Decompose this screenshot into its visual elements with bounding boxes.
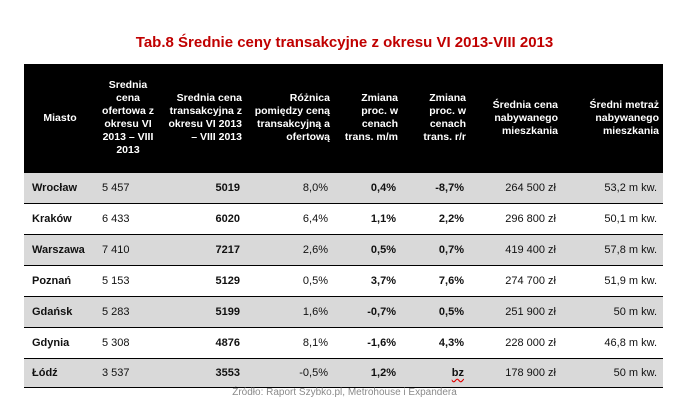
cell-avg-price: 178 900 zł — [470, 358, 562, 388]
header-difference: Różnica pomiędzy ceną transakcyjną a ofe… — [246, 64, 334, 173]
header-change-mm: Zmiana proc. w cenach trans. m/m — [334, 64, 402, 173]
cell-offer: 6 433 — [96, 203, 160, 235]
cell-city: Poznań — [24, 265, 96, 297]
cell-change-rr: 2,2% — [402, 203, 470, 235]
cell-change-mm: -1,6% — [334, 327, 402, 359]
table-row: Wrocław 5 457 5019 8,0% 0,4% -8,7% 264 5… — [24, 172, 663, 204]
cell-change-rr: bz — [402, 358, 470, 388]
cell-change-mm: 0,4% — [334, 172, 402, 204]
cell-change-rr: 4,3% — [402, 327, 470, 359]
cell-avg-area: 53,2 m kw. — [562, 172, 663, 204]
cell-avg-price: 251 900 zł — [470, 296, 562, 328]
header-avg-price: Średnia cena nabywanego mieszkania — [470, 64, 562, 173]
cell-transaction: 5019 — [160, 172, 246, 204]
cell-transaction: 3553 — [160, 358, 246, 388]
cell-difference: 6,4% — [246, 203, 334, 235]
cell-change-mm: 1,2% — [334, 358, 402, 388]
header-city: Miasto — [24, 64, 96, 173]
cell-transaction: 5199 — [160, 296, 246, 328]
cell-city: Wrocław — [24, 172, 96, 204]
header-change-rr: Zmiana proc. w cenach trans. r/r — [402, 64, 470, 173]
cell-offer: 5 283 — [96, 296, 160, 328]
table-row: Gdynia 5 308 4876 8,1% -1,6% 4,3% 228 00… — [24, 327, 663, 359]
cell-difference: -0,5% — [246, 358, 334, 388]
cell-avg-price: 419 400 zł — [470, 234, 562, 266]
table-row: Łódź 3 537 3553 -0,5% 1,2% bz 178 900 zł… — [24, 358, 663, 388]
cell-avg-area: 46,8 m kw. — [562, 327, 663, 359]
cell-avg-area: 51,9 m kw. — [562, 265, 663, 297]
cell-offer: 5 308 — [96, 327, 160, 359]
cell-offer: 7 410 — [96, 234, 160, 266]
header-transaction-price: Srednia cena transakcyjna z okresu VI 20… — [160, 64, 246, 173]
cell-transaction: 4876 — [160, 327, 246, 359]
cell-change-rr: 0,7% — [402, 234, 470, 266]
cell-avg-area: 50 m kw. — [562, 358, 663, 388]
cell-avg-area: 57,8 m kw. — [562, 234, 663, 266]
cell-avg-price: 228 000 zł — [470, 327, 562, 359]
table-row: Gdańsk 5 283 5199 1,6% -0,7% 0,5% 251 90… — [24, 296, 663, 328]
cell-avg-price: 274 700 zł — [470, 265, 562, 297]
spellcheck-text: bz — [451, 367, 464, 379]
header-offer-price: Srednia cena ofertowa z okresu VI 2013 –… — [96, 64, 160, 173]
cell-difference: 2,6% — [246, 234, 334, 266]
cell-city: Łódź — [24, 358, 96, 388]
cell-difference: 0,5% — [246, 265, 334, 297]
cell-difference: 8,1% — [246, 327, 334, 359]
table-row: Warszawa 7 410 7217 2,6% 0,5% 0,7% 419 4… — [24, 234, 663, 266]
cell-city: Warszawa — [24, 234, 96, 266]
source-note: Źródło: Raport Szybko.pl, Metrohouse i E… — [232, 387, 457, 398]
cell-offer: 5 153 — [96, 265, 160, 297]
cell-offer: 3 537 — [96, 358, 160, 388]
cell-avg-area: 50,1 m kw. — [562, 203, 663, 235]
cell-change-rr: 7,6% — [402, 265, 470, 297]
cell-change-mm: 3,7% — [334, 265, 402, 297]
cell-difference: 1,6% — [246, 296, 334, 328]
cell-change-rr: -8,7% — [402, 172, 470, 204]
cell-change-mm: 1,1% — [334, 203, 402, 235]
table-row: Poznań 5 153 5129 0,5% 3,7% 7,6% 274 700… — [24, 265, 663, 297]
cell-difference: 8,0% — [246, 172, 334, 204]
cell-city: Kraków — [24, 203, 96, 235]
cell-change-rr: 0,5% — [402, 296, 470, 328]
price-table: Miasto Srednia cena ofertowa z okresu VI… — [24, 64, 663, 388]
table-title: Tab.8 Średnie ceny transakcyjne z okresu… — [135, 34, 554, 51]
cell-avg-price: 264 500 zł — [470, 172, 562, 204]
cell-city: Gdańsk — [24, 296, 96, 328]
cell-transaction: 5129 — [160, 265, 246, 297]
cell-transaction: 7217 — [160, 234, 246, 266]
cell-change-mm: -0,7% — [334, 296, 402, 328]
header-avg-area: Średni metraż nabywanego mieszkania — [562, 64, 663, 173]
cell-transaction: 6020 — [160, 203, 246, 235]
cell-offer: 5 457 — [96, 172, 160, 204]
cell-avg-area: 50 m kw. — [562, 296, 663, 328]
header-row: Miasto Srednia cena ofertowa z okresu VI… — [24, 64, 663, 173]
cell-change-mm: 0,5% — [334, 234, 402, 266]
cell-avg-price: 296 800 zł — [470, 203, 562, 235]
table-row: Kraków 6 433 6020 6,4% 1,1% 2,2% 296 800… — [24, 203, 663, 235]
cell-city: Gdynia — [24, 327, 96, 359]
